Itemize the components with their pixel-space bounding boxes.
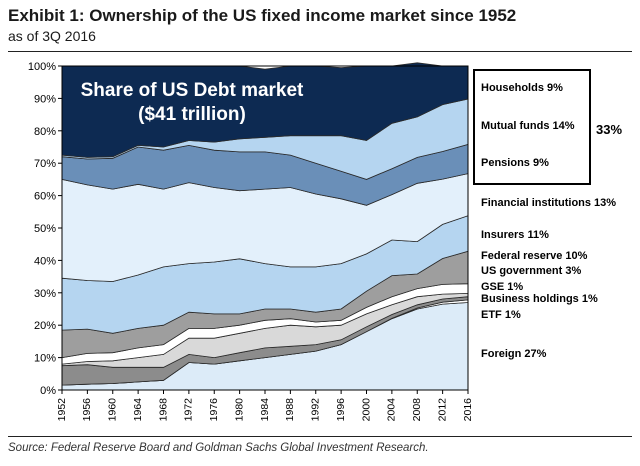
y-tick-label: 0% bbox=[40, 385, 56, 397]
x-tick-label: 2016 bbox=[462, 398, 474, 422]
x-axis: 1952 1956 1960 1964 1968 1972 1976 1980 1984 1988… bbox=[56, 390, 474, 421]
x-tick-label: 1968 bbox=[157, 398, 169, 422]
ownership-area-chart: 0%10%20%30%40%50%60%70%80%90%100% 1952 19… bbox=[28, 61, 623, 421]
stacked-areas bbox=[61, 62, 469, 391]
legend-label-us-government: US government 3% bbox=[481, 265, 581, 277]
legend-label-pensions: Pensions 9% bbox=[481, 157, 549, 169]
x-tick-label: 2008 bbox=[411, 398, 423, 422]
x-tick-label: 1972 bbox=[183, 398, 195, 422]
y-tick-label: 60% bbox=[34, 191, 56, 203]
exhibit-subtitle: as of 3Q 2016 bbox=[8, 28, 96, 44]
y-tick-label: 90% bbox=[34, 93, 56, 105]
legend-label-insurers: Insurers 11% bbox=[481, 229, 549, 241]
y-tick-label: 30% bbox=[34, 288, 56, 300]
legend-labels: Foreign 27% ETF 1% Business holdings 1%GSE… bbox=[481, 82, 616, 360]
y-tick-label: 20% bbox=[34, 320, 56, 332]
y-tick-label: 10% bbox=[34, 353, 56, 365]
y-tick-label: 40% bbox=[34, 255, 56, 267]
x-tick-label: 1964 bbox=[132, 398, 144, 422]
x-tick-label: 1992 bbox=[310, 398, 322, 422]
bracket-label: 33% bbox=[596, 122, 622, 137]
x-tick-label: 1952 bbox=[56, 398, 68, 422]
legend-label-foreign: Foreign 27% bbox=[481, 348, 547, 360]
y-tick-label: 80% bbox=[34, 126, 56, 138]
bracket-box bbox=[473, 69, 591, 185]
x-tick-label: 1988 bbox=[284, 398, 296, 422]
x-tick-label: 1956 bbox=[81, 398, 93, 422]
x-tick-label: 1976 bbox=[208, 398, 220, 422]
chart-title: Share of US Debt market bbox=[81, 80, 304, 101]
x-tick-label: 1980 bbox=[233, 398, 245, 422]
legend-label-mutual-funds: Mutual funds 14% bbox=[481, 120, 575, 132]
y-tick-label: 100% bbox=[28, 61, 56, 73]
top-rule bbox=[8, 51, 632, 52]
y-axis: 0% 10% 20% 30% 40% 50% 60% 70% 80% 90% 100% bbox=[28, 61, 62, 397]
y-tick-label: 50% bbox=[34, 223, 56, 235]
x-tick-label: 1984 bbox=[259, 398, 271, 422]
legend-label-etf: ETF 1% bbox=[481, 309, 521, 321]
y-tick-label: 70% bbox=[34, 158, 56, 170]
chart-subtitle: ($41 trillion) bbox=[138, 104, 246, 125]
x-tick-label: 2012 bbox=[436, 398, 448, 422]
legend-label-federal-reserve: Federal reserve 10% bbox=[481, 250, 588, 262]
bottom-rule bbox=[8, 436, 632, 437]
source-note: Source: Federal Reserve Board and Goldma… bbox=[8, 442, 429, 454]
legend-label-gse: GSE 1% bbox=[481, 281, 523, 293]
x-tick-label: 1996 bbox=[335, 398, 347, 422]
x-tick-label: 1960 bbox=[107, 398, 119, 422]
x-tick-label: 2004 bbox=[386, 398, 398, 422]
exhibit-title: Exhibit 1: Ownership of the US fixed inc… bbox=[8, 6, 517, 25]
legend-label-households: Households 9% bbox=[481, 82, 563, 94]
legend-label-financial-institutions: Financial institutions 13% bbox=[481, 197, 616, 209]
legend-label-business-holdings: Business holdings 1% bbox=[481, 293, 598, 305]
x-tick-label: 2000 bbox=[360, 398, 372, 422]
